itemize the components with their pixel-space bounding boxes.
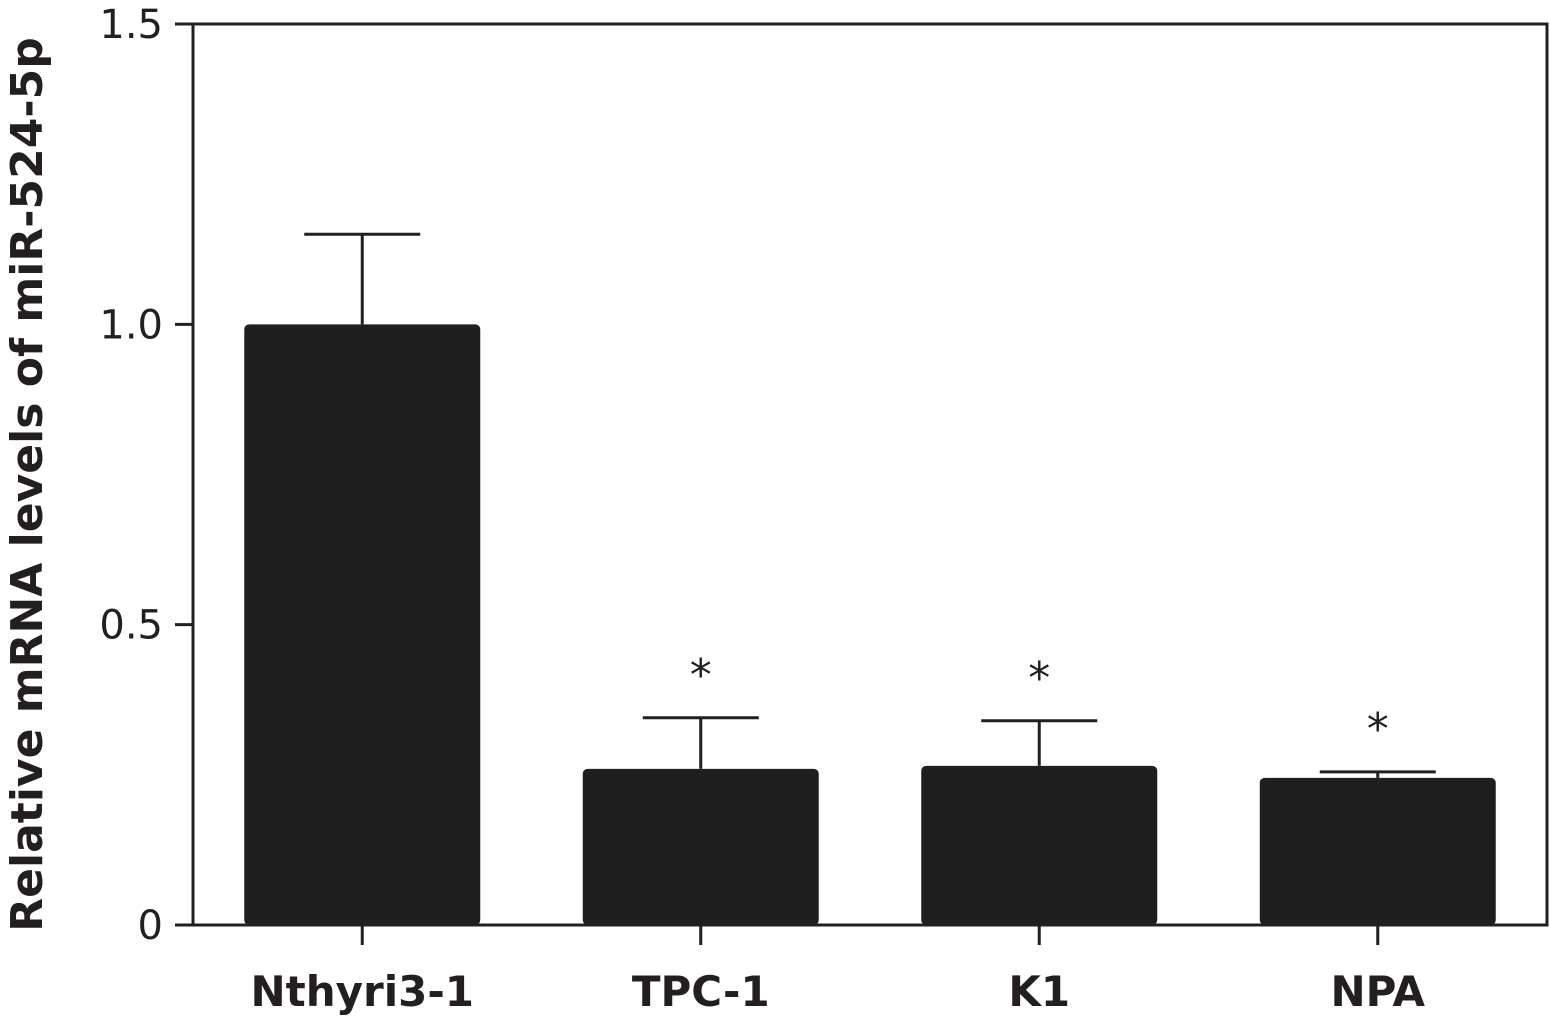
bar-npa xyxy=(1259,777,1496,925)
error-bars-group xyxy=(304,232,1436,778)
x-tick-label: NPA xyxy=(1330,967,1425,1016)
significance-group: * * * xyxy=(690,650,1389,755)
significance-star: * xyxy=(1028,653,1050,704)
y-tick-label: 1.5 xyxy=(99,2,163,48)
y-tick-label: 0 xyxy=(138,903,163,949)
x-tick-label: K1 xyxy=(1008,967,1070,1016)
x-tick-label: TPC-1 xyxy=(632,967,770,1016)
x-axis-ticks: Nthyri3-1 TPC-1 K1 NPA xyxy=(251,925,1426,1016)
y-tick-label: 1.0 xyxy=(99,302,163,348)
bar-tpc-1 xyxy=(582,768,819,925)
significance-star: * xyxy=(690,650,712,701)
significance-star: * xyxy=(1367,704,1389,755)
bar-k1 xyxy=(921,765,1158,925)
bar-nthyri3-1 xyxy=(244,324,481,925)
y-tick-label: 0.5 xyxy=(99,603,163,649)
bars-group xyxy=(244,324,1496,925)
y-axis-ticks: 0 0.5 1.0 1.5 xyxy=(99,2,193,949)
y-axis-title: Relative mRNA levels of miR-524-5p xyxy=(2,37,53,931)
x-tick-label: Nthyri3-1 xyxy=(251,967,475,1016)
plot-frame xyxy=(191,22,1549,927)
